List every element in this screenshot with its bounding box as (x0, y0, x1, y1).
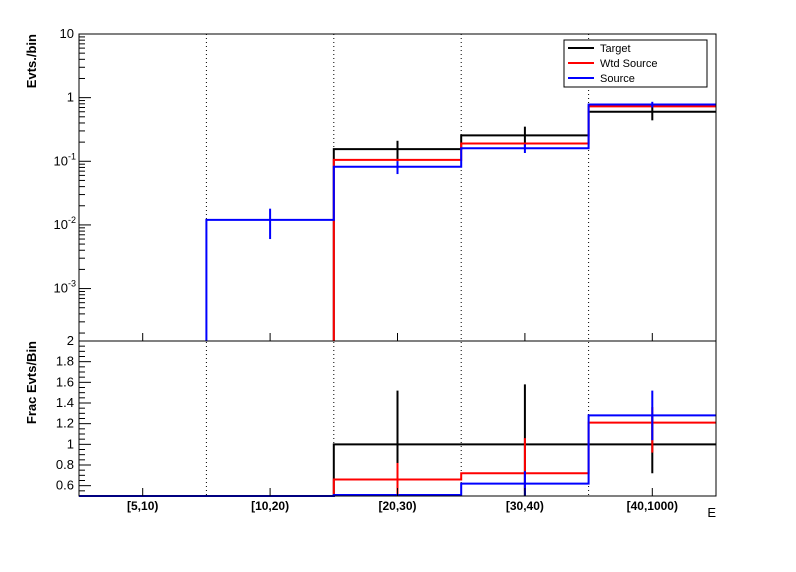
x-category-label: [10,20) (251, 499, 289, 513)
y-tick-base: 10 (54, 153, 68, 168)
y-tick-exponent: -2 (68, 215, 76, 225)
y-axis-title-bottom: Frac Evts/Bin (24, 341, 39, 424)
legend-entry-2: Source (600, 73, 635, 85)
x-category-label: [30,40) (506, 499, 544, 513)
x-category-label: [20,30) (378, 499, 416, 513)
y-tick-label-bottom: 1.6 (56, 374, 74, 389)
legend: Target Wtd Source Source (563, 39, 708, 88)
y-tick-label-bottom: 0.8 (56, 457, 74, 472)
y-tick-label-top: 10-1 (54, 151, 76, 168)
y-tick-label-top: 1 (67, 90, 74, 105)
y-tick-label-bottom: 0.6 (56, 478, 74, 493)
y-tick-base: 10 (54, 281, 68, 296)
axes-layer: 10-310-210-11100.60.811.21.41.61.82[5,10… (24, 26, 717, 520)
x-axis-title: E (707, 505, 716, 520)
y-tick-label-bottom: 1.2 (56, 416, 74, 431)
y-tick-label-bottom: 1.4 (56, 395, 74, 410)
y-tick-exponent: -3 (68, 279, 76, 289)
y-axis-title-top: Evts./bin (24, 34, 39, 88)
y-tick-label-bottom: 1 (67, 436, 74, 451)
x-category-label: [40,1000) (627, 499, 678, 513)
y-tick-label-bottom: 2 (67, 333, 74, 348)
legend-entry-0: Target (600, 43, 631, 55)
y-tick-base: 10 (54, 217, 68, 232)
series-line-top-2 (205, 103, 716, 341)
y-tick-label-bottom: 1.8 (56, 354, 74, 369)
y-tick-label-top: 10-2 (54, 215, 76, 232)
y-tick-label-top: 10-3 (54, 279, 76, 296)
y-tick-label-top: 10 (60, 26, 74, 41)
x-category-label: [5,10) (127, 499, 158, 513)
series-layer (79, 101, 716, 497)
legend-entry-1: Wtd Source (600, 58, 657, 70)
y-tick-exponent: -1 (68, 151, 76, 161)
